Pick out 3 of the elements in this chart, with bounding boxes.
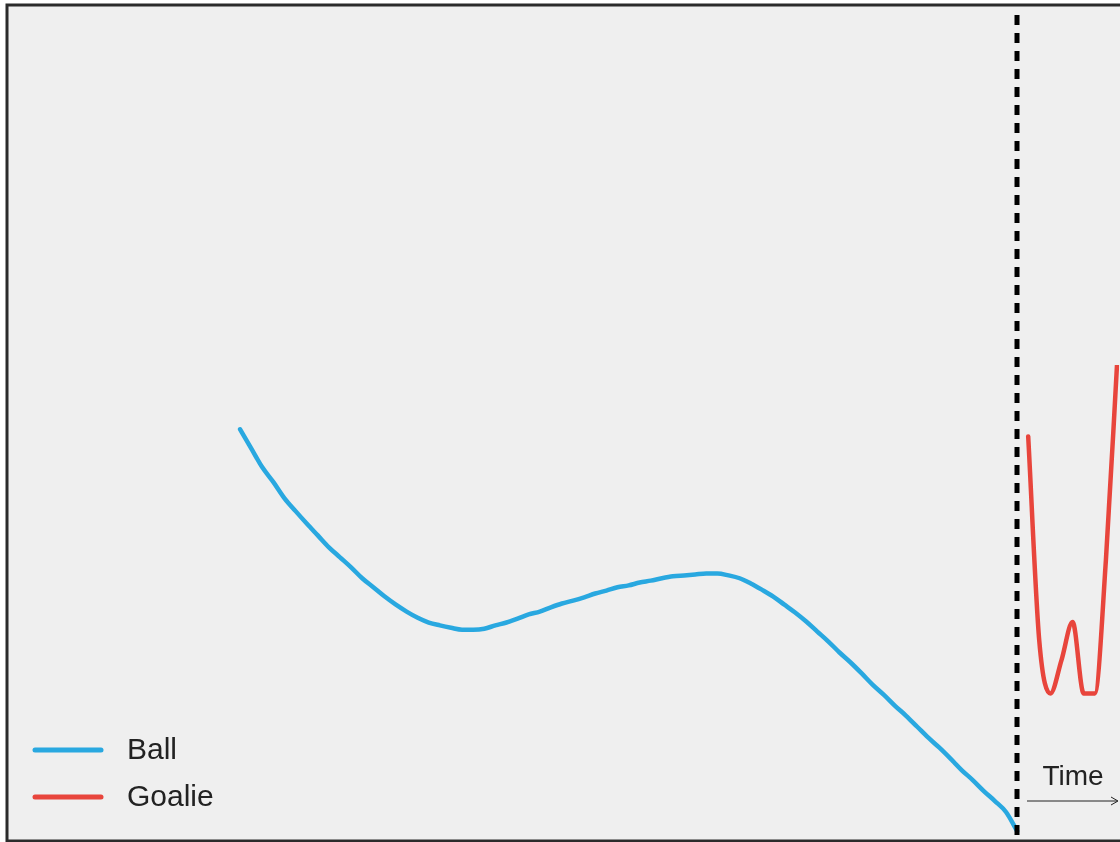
legend-label: Goalie [127, 779, 214, 813]
annotation: Time [1042, 760, 1104, 791]
legend-label: Ball [127, 732, 178, 766]
